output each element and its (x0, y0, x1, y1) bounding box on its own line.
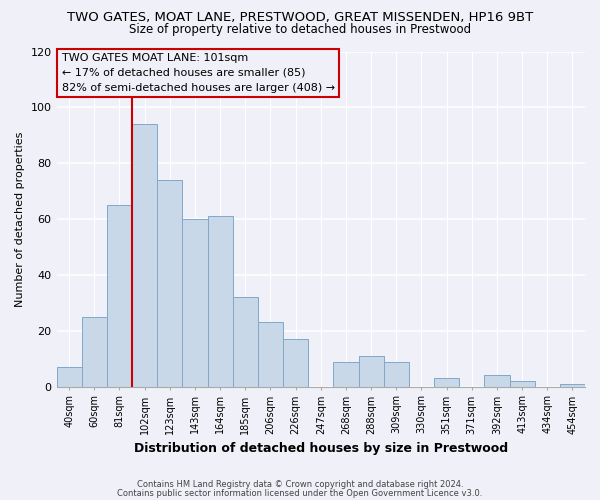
Bar (132, 124, 157, 386)
Text: Contains public sector information licensed under the Open Government Licence v3: Contains public sector information licen… (118, 488, 482, 498)
Bar (258, 322, 283, 386)
Text: TWO GATES, MOAT LANE, PRESTWOOD, GREAT MISSENDEN, HP16 9BT: TWO GATES, MOAT LANE, PRESTWOOD, GREAT M… (67, 11, 533, 24)
Bar (233, 298, 258, 386)
Bar (560, 384, 585, 386)
Y-axis label: Number of detached properties: Number of detached properties (15, 132, 25, 307)
Bar (283, 339, 308, 386)
Bar (157, 180, 182, 386)
Bar (56, 367, 82, 386)
Bar (509, 381, 535, 386)
Bar (208, 216, 233, 386)
Bar (359, 356, 383, 386)
Bar (107, 205, 132, 386)
Text: Size of property relative to detached houses in Prestwood: Size of property relative to detached ho… (129, 24, 471, 36)
Bar (334, 362, 359, 386)
Bar (484, 376, 509, 386)
Text: Contains HM Land Registry data © Crown copyright and database right 2024.: Contains HM Land Registry data © Crown c… (137, 480, 463, 489)
Bar (82, 317, 107, 386)
Text: TWO GATES MOAT LANE: 101sqm
← 17% of detached houses are smaller (85)
82% of sem: TWO GATES MOAT LANE: 101sqm ← 17% of det… (62, 53, 335, 93)
X-axis label: Distribution of detached houses by size in Prestwood: Distribution of detached houses by size … (134, 442, 508, 455)
Bar (182, 219, 208, 386)
Bar (383, 362, 409, 386)
Bar (434, 378, 459, 386)
